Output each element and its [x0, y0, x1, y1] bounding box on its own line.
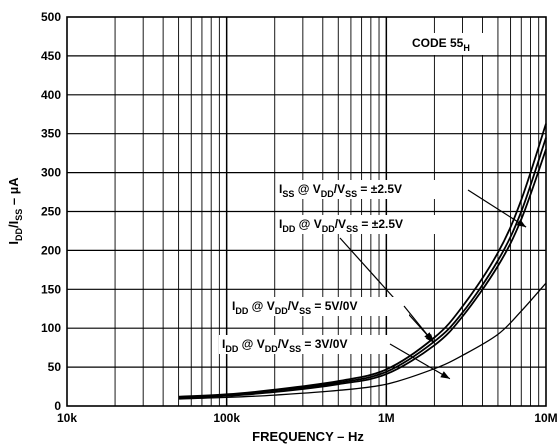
code-label-main: CODE 55 — [412, 36, 464, 50]
series-layer — [178, 123, 547, 400]
x-tick-label: 100k — [213, 411, 240, 425]
y-tick-label: 0 — [54, 399, 61, 413]
annotation-subscript: SS — [345, 189, 357, 199]
annotation-text: ISS @ VDD/VSS = ±2.5V — [279, 182, 402, 199]
y-tick-label: 100 — [41, 321, 61, 335]
code-label-text: CODE 55H — [412, 36, 470, 53]
series-line-4 — [178, 282, 547, 400]
annotation-arrowhead — [440, 371, 450, 379]
annotation-text: IDD @ VDD/VSS = ±2.5V — [279, 217, 403, 234]
annotation-leader — [467, 189, 527, 228]
annotation-segment: = ±2.5V — [358, 217, 403, 231]
annotation-background — [276, 180, 462, 199]
tick-labels: 0 50 100 150 200 250 300 350 400 450 500 10k 100k 1M 1… — [41, 10, 558, 425]
code-label: CODE 55H — [405, 33, 495, 55]
annotation-leader — [389, 343, 451, 380]
annotation-subscript: SS — [289, 344, 301, 354]
annotation-1: ISS @ VDD/VSS = ±2.5V — [276, 180, 527, 228]
y-tick-label: 300 — [41, 166, 61, 180]
annotation-segment: /V — [288, 299, 299, 313]
annotation-arrowhead — [424, 332, 433, 342]
x-axis-title: FREQUENCY – Hz — [252, 429, 364, 444]
annotation-subscript: DD — [282, 224, 295, 234]
x-tick-label: 1M — [378, 411, 395, 425]
code-label-sub: H — [463, 43, 470, 53]
y-axis-title-sub-ss: SS — [14, 209, 24, 221]
annotation-arrowhead — [516, 219, 527, 228]
annotation-segment: /V — [334, 182, 345, 196]
annotation-subscript: SS — [282, 189, 294, 199]
annotation-4: IDD @ VDD/VSS = 3V/0V — [219, 335, 451, 380]
y-tick-label: 250 — [41, 205, 61, 219]
y-tick-label: 400 — [41, 88, 61, 102]
plot-frame — [66, 16, 547, 407]
x-tick-label: 10M — [534, 411, 557, 425]
annotation-subscript: DD — [265, 344, 278, 354]
y-tick-label: 150 — [41, 282, 61, 296]
y-axis-title-i: I — [6, 241, 21, 245]
y-axis-title: IDD/ISS – µA — [6, 177, 24, 245]
annotation-leader — [339, 237, 435, 344]
annotation-subscript: DD — [225, 344, 238, 354]
series-line-3 — [178, 149, 547, 400]
annotation-segment: @ V — [248, 299, 274, 313]
annotation-background — [276, 215, 462, 234]
annotation-background — [219, 335, 399, 354]
annotation-subscript: DD — [275, 306, 288, 316]
y-tick-label: 450 — [41, 49, 61, 63]
annotation-segment: @ V — [295, 217, 321, 231]
annotation-segment: I — [222, 337, 225, 351]
y-tick-label: 200 — [41, 243, 61, 257]
annotation-segment: @ V — [294, 182, 320, 196]
annotation-text: IDD @ VDD/VSS = 3V/0V — [222, 337, 347, 354]
annotation-segment: = 3V/0V — [301, 337, 347, 351]
annotation-segment: I — [279, 217, 282, 231]
x-tick-label: 10k — [57, 411, 77, 425]
y-axis-title-sub-dd: DD — [14, 227, 24, 240]
annotation-subscript: DD — [235, 306, 248, 316]
annotation-segment: @ V — [238, 337, 264, 351]
annotation-subscript: SS — [346, 224, 358, 234]
annotation-segment: I — [232, 299, 235, 313]
annotation-subscript: DD — [321, 189, 334, 199]
annotation-3: IDD @ VDD/VSS = 5V/0V — [229, 297, 434, 342]
code-label-background — [405, 33, 495, 55]
y-tick-label: 50 — [48, 360, 62, 374]
annotation-segment: I — [279, 182, 282, 196]
y-axis-title-unit: – µA — [6, 177, 21, 209]
annotation-segment: = 5V/0V — [311, 299, 357, 313]
y-tick-label: 500 — [41, 10, 61, 24]
y-tick-label: 350 — [41, 127, 61, 141]
annotation-subscript: SS — [299, 306, 311, 316]
annotation-segment: /V — [335, 217, 346, 231]
annotation-segment: = ±2.5V — [357, 182, 402, 196]
annotation-subscript: DD — [322, 224, 335, 234]
annotation-text: IDD @ VDD/VSS = 5V/0V — [232, 299, 357, 316]
annotation-segment: /V — [278, 337, 289, 351]
y-axis-title-sep: /I — [6, 221, 21, 228]
series-line-2 — [178, 137, 547, 399]
annotation-background — [229, 297, 409, 316]
